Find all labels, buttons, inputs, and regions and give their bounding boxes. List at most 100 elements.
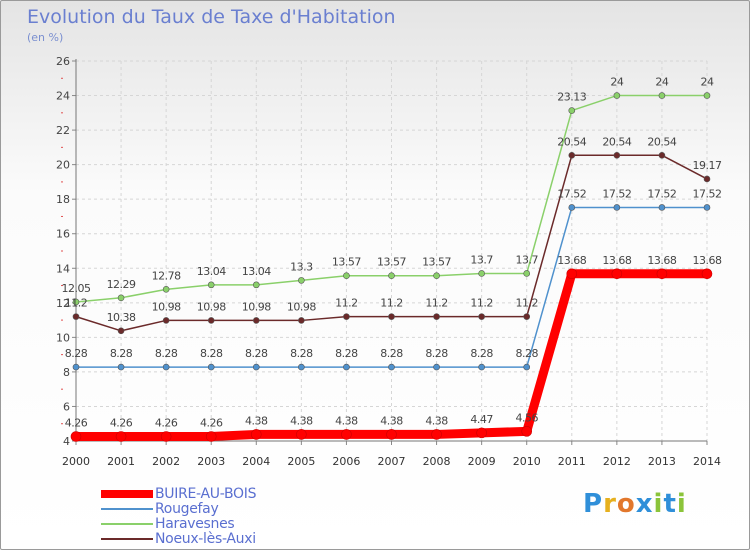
data-label: 8.28 bbox=[425, 347, 448, 360]
data-label: 13.68 bbox=[557, 254, 586, 267]
data-point bbox=[703, 175, 711, 183]
data-point bbox=[613, 152, 621, 159]
data-label: 11.2 bbox=[515, 297, 538, 310]
data-label: 4.38 bbox=[335, 414, 358, 427]
data-label: 8.28 bbox=[290, 347, 313, 360]
logo-letter: P bbox=[583, 489, 604, 519]
x-tick-label: 2011 bbox=[558, 455, 586, 468]
legend-item: Haravesnes bbox=[101, 517, 361, 532]
data-point bbox=[162, 317, 170, 324]
data-point bbox=[433, 363, 440, 371]
data-label: 8.28 bbox=[155, 347, 178, 360]
data-point bbox=[343, 272, 350, 280]
data-point bbox=[568, 204, 576, 211]
data-label: 12.29 bbox=[107, 278, 136, 291]
logo-letter: x bbox=[635, 489, 654, 519]
data-label: 24 bbox=[610, 76, 623, 89]
data-point bbox=[523, 363, 531, 371]
data-point bbox=[523, 270, 531, 277]
legend-swatch bbox=[101, 523, 153, 525]
logo-letter: t bbox=[663, 489, 677, 519]
data-label: 12.78 bbox=[152, 269, 181, 282]
y-tick-label: 10 bbox=[56, 331, 70, 344]
data-point bbox=[343, 363, 350, 371]
data-point bbox=[388, 272, 395, 280]
data-label: 13.04 bbox=[242, 265, 271, 278]
data-point bbox=[658, 152, 666, 159]
data-label: 20.54 bbox=[557, 135, 586, 148]
data-label: 8.28 bbox=[110, 347, 133, 360]
data-label: 11.2 bbox=[470, 297, 493, 310]
chart-unit-label: (en %) bbox=[27, 31, 64, 44]
data-point bbox=[478, 313, 485, 320]
y-tick-label: 14 bbox=[56, 262, 70, 275]
legend-label: Noeux-lès-Auxi bbox=[155, 531, 256, 547]
x-tick-label: 2007 bbox=[378, 455, 406, 468]
data-label: 13.68 bbox=[693, 254, 722, 267]
x-tick-label: 2010 bbox=[513, 455, 541, 468]
data-label: 17.52 bbox=[693, 187, 722, 200]
logo-letter: i bbox=[653, 489, 664, 519]
legend-item: Rougefay bbox=[101, 502, 361, 517]
x-tick-label: 2001 bbox=[107, 455, 135, 468]
data-point bbox=[72, 298, 80, 306]
data-label: 8.28 bbox=[470, 347, 493, 360]
data-label: 8.28 bbox=[65, 347, 88, 360]
data-point bbox=[70, 431, 82, 442]
data-point bbox=[250, 429, 262, 440]
logo-letter: i bbox=[676, 489, 687, 519]
legend-item: Noeux-lès-Auxi bbox=[101, 532, 361, 547]
logo-letter: o bbox=[616, 489, 636, 519]
data-label: 10.98 bbox=[287, 300, 316, 313]
y-tick-label: 24 bbox=[56, 90, 70, 103]
x-tick-label: 2004 bbox=[242, 455, 270, 468]
data-label: 10.38 bbox=[107, 311, 136, 324]
chart-legend: BUIRE-AU-BOIS Rougefay Haravesnes Noeux-lès… bbox=[101, 487, 361, 547]
y-tick-label: 26 bbox=[56, 55, 70, 68]
data-point bbox=[568, 107, 576, 114]
data-label: 4.38 bbox=[425, 414, 448, 427]
x-tick-label: 2009 bbox=[468, 455, 496, 468]
y-tick-label: 16 bbox=[56, 228, 70, 241]
data-point bbox=[296, 429, 307, 440]
data-point bbox=[117, 327, 125, 335]
data-label: 20.54 bbox=[647, 135, 676, 148]
data-label: 13.3 bbox=[290, 260, 313, 273]
y-tick-label: 4 bbox=[63, 435, 70, 448]
data-label: 17.52 bbox=[557, 187, 586, 200]
data-point bbox=[701, 268, 713, 280]
data-label: 4.26 bbox=[65, 417, 88, 430]
x-tick-label: 2003 bbox=[197, 455, 225, 468]
data-point bbox=[658, 204, 666, 211]
data-point bbox=[521, 426, 533, 437]
data-point bbox=[703, 92, 711, 99]
data-label: 13.04 bbox=[197, 265, 226, 278]
data-point bbox=[388, 363, 395, 371]
data-label: 13.68 bbox=[602, 254, 631, 267]
data-label: 4.26 bbox=[200, 417, 223, 430]
x-tick-label: 2013 bbox=[648, 455, 676, 468]
data-point bbox=[252, 363, 260, 371]
data-label: 12.05 bbox=[62, 282, 91, 295]
data-point bbox=[433, 313, 440, 320]
x-tick-label: 2014 bbox=[693, 455, 721, 468]
data-label: 20.54 bbox=[602, 135, 631, 148]
data-point bbox=[658, 92, 666, 99]
proxiti-logo: Proxiti bbox=[583, 489, 687, 519]
data-point bbox=[115, 431, 127, 442]
data-point bbox=[162, 286, 170, 293]
data-label: 23.13 bbox=[557, 91, 586, 104]
data-point bbox=[478, 270, 485, 277]
data-label: 10.98 bbox=[152, 300, 181, 313]
data-point bbox=[476, 427, 487, 439]
data-label: 4.38 bbox=[380, 414, 403, 427]
data-point bbox=[205, 431, 217, 442]
data-point bbox=[298, 363, 305, 371]
data-label: 11.2 bbox=[65, 297, 88, 310]
data-label: 4.26 bbox=[110, 417, 133, 430]
data-label: 4.38 bbox=[245, 414, 268, 427]
data-point bbox=[478, 363, 485, 371]
data-label: 17.52 bbox=[647, 187, 676, 200]
data-point bbox=[656, 268, 668, 280]
